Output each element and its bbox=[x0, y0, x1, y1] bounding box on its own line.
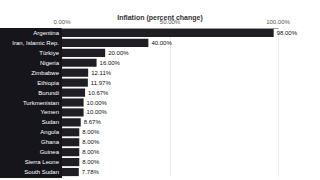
svg-text:Angola: Angola bbox=[40, 129, 59, 135]
svg-text:11.97%: 11.97% bbox=[91, 80, 112, 86]
svg-text:Sierra Leone: Sierra Leone bbox=[25, 159, 60, 165]
svg-text:Guinea: Guinea bbox=[40, 149, 60, 155]
svg-text:20.00%: 20.00% bbox=[108, 50, 129, 56]
svg-text:Türkiye: Türkiye bbox=[39, 50, 59, 56]
svg-text:Burundi: Burundi bbox=[38, 90, 59, 96]
svg-text:Turkmenistan: Turkmenistan bbox=[23, 100, 59, 106]
svg-text:Yemen: Yemen bbox=[41, 109, 59, 115]
svg-text:16.00%: 16.00% bbox=[100, 60, 121, 66]
svg-text:Inflation (percent change): Inflation (percent change) bbox=[117, 14, 203, 22]
svg-text:0.00%: 0.00% bbox=[53, 19, 71, 25]
svg-text:7.78%: 7.78% bbox=[82, 169, 100, 175]
svg-text:Iran, Islamic Rep.: Iran, Islamic Rep. bbox=[12, 40, 59, 46]
svg-text:Ghana: Ghana bbox=[41, 139, 60, 145]
svg-text:12.11%: 12.11% bbox=[91, 70, 112, 76]
svg-text:50.00%: 50.00% bbox=[159, 19, 181, 25]
svg-text:40.00%: 40.00% bbox=[151, 40, 172, 46]
svg-text:Ethiopia: Ethiopia bbox=[37, 80, 59, 86]
svg-text:Argentina: Argentina bbox=[33, 30, 59, 36]
svg-text:8.00%: 8.00% bbox=[82, 159, 100, 165]
svg-text:Sudan: Sudan bbox=[42, 119, 59, 125]
svg-text:Zimbabwe: Zimbabwe bbox=[31, 70, 59, 76]
svg-text:South Sudan: South Sudan bbox=[24, 169, 59, 175]
svg-text:8.00%: 8.00% bbox=[82, 129, 100, 135]
svg-text:100.00%: 100.00% bbox=[266, 19, 290, 25]
svg-text:10.67%: 10.67% bbox=[88, 90, 109, 96]
svg-text:8.00%: 8.00% bbox=[82, 139, 100, 145]
svg-text:8.67%: 8.67% bbox=[84, 119, 102, 125]
svg-text:10.00%: 10.00% bbox=[87, 109, 108, 115]
svg-text:8.00%: 8.00% bbox=[82, 149, 100, 155]
svg-text:10.00%: 10.00% bbox=[87, 100, 108, 106]
svg-text:98.00%: 98.00% bbox=[277, 30, 298, 36]
svg-text:Nigeria: Nigeria bbox=[40, 60, 60, 66]
